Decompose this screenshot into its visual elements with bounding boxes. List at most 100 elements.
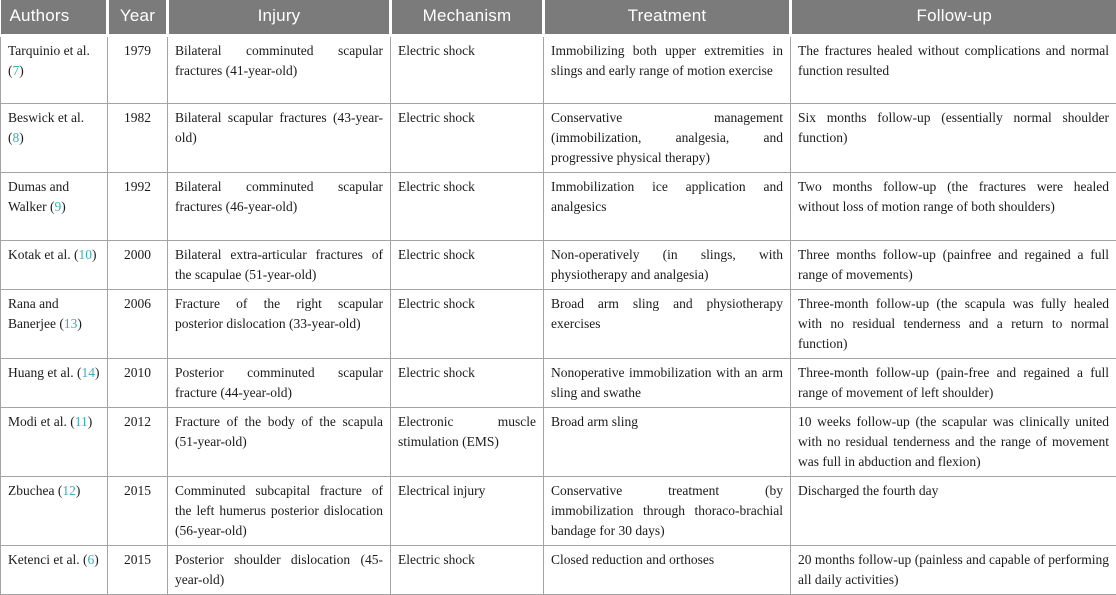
author-names: Beswick et al. (8, 110, 84, 125)
year-cell: 2010 (108, 359, 168, 408)
injury-cell: Comminuted subcapital fracture of the le… (168, 477, 391, 546)
author-names: Kotak et al. (8, 247, 71, 262)
table-row: Beswick et al. (8) 1982 Bilateral scapul… (1, 104, 1116, 173)
year-cell: 2015 (108, 477, 168, 546)
authors-cell: Beswick et al. (8) (1, 104, 108, 173)
injury-cell: Fracture of the right scapular posterior… (168, 290, 391, 359)
citation: (10) (74, 247, 97, 262)
injury-cell: Bilateral scapular fractures (43-year-ol… (168, 104, 391, 173)
followup-cell: Three-month follow-up (pain-free and reg… (791, 359, 1116, 408)
followup-cell: Two months follow-up (the fractures were… (791, 173, 1116, 241)
column-header-treatment: Treatment (544, 0, 791, 36)
table-row: Rana and Banerjee (13) 2006 Fracture of … (1, 290, 1116, 359)
mechanism-cell: Electrical injury (391, 477, 544, 546)
mechanism-cell: Electronic muscle stimulation (EMS) (391, 408, 544, 477)
citation: (13) (59, 316, 82, 331)
citation-close-paren: ) (92, 247, 97, 262)
column-header-authors: Authors (1, 0, 108, 36)
followup-cell: Six months follow-up (essentially normal… (791, 104, 1116, 173)
year-cell: 2000 (108, 241, 168, 290)
column-header-followup: Follow-up (791, 0, 1116, 36)
citation-close-paren: ) (19, 63, 24, 78)
table-row: Huang et al. (14) 2010 Posterior comminu… (1, 359, 1116, 408)
table-body: Tarquinio et al. (7) 1979 Bilateral comm… (1, 36, 1116, 595)
table-row: Dumas and Walker (9) 1992 Bilateral comm… (1, 173, 1116, 241)
citation-link[interactable]: 10 (78, 247, 92, 262)
authors-cell: Huang et al. (14) (1, 359, 108, 408)
authors-cell: Dumas and Walker (9) (1, 173, 108, 241)
followup-cell: 10 weeks follow-up (the scapular was cli… (791, 408, 1116, 477)
year-cell: 2012 (108, 408, 168, 477)
authors-cell: Tarquinio et al. (7) (1, 36, 108, 104)
authors-cell: Ketenci et al. (6) (1, 546, 108, 595)
year-cell: 2015 (108, 546, 168, 595)
citation: (6) (83, 552, 99, 567)
followup-cell: The fractures healed without complicatio… (791, 36, 1116, 104)
injury-cell: Bilateral extra-articular fractures of t… (168, 241, 391, 290)
treatment-cell: Conservative management (immobilization,… (544, 104, 791, 173)
citation-close-paren: ) (95, 365, 100, 380)
citation: (9) (50, 199, 66, 214)
year-cell: 1992 (108, 173, 168, 241)
injury-cell: Fracture of the body of the scapula (51-… (168, 408, 391, 477)
citation-link[interactable]: 11 (75, 414, 88, 429)
citation-close-paren: ) (94, 552, 99, 567)
citation-close-paren: ) (88, 414, 93, 429)
mechanism-cell: Electric shock (391, 104, 544, 173)
injury-cell: Posterior comminuted scapular fracture (… (168, 359, 391, 408)
followup-cell: 20 months follow-up (painless and capabl… (791, 546, 1116, 595)
mechanism-cell: Electric shock (391, 290, 544, 359)
injury-cell: Posterior shoulder dislocation (45-year-… (168, 546, 391, 595)
citation: (14) (77, 365, 100, 380)
citation-link[interactable]: 12 (62, 483, 76, 498)
year-cell: 1982 (108, 104, 168, 173)
treatment-cell: Broad arm sling (544, 408, 791, 477)
injury-cell: Bilateral comminuted scapular fractures … (168, 36, 391, 104)
citation-close-paren: ) (61, 199, 66, 214)
column-header-injury: Injury (168, 0, 391, 36)
author-names: Zbuchea (8, 483, 54, 498)
table-header: Authors Year Injury Mechanism Treatment … (1, 0, 1116, 36)
column-header-mechanism: Mechanism (391, 0, 544, 36)
treatment-cell: Immobilizing both upper extremities in s… (544, 36, 791, 104)
table-row: Kotak et al. (10) 2000 Bilateral extra-a… (1, 241, 1116, 290)
treatment-cell: Immobilization ice application and analg… (544, 173, 791, 241)
mechanism-cell: Electric shock (391, 359, 544, 408)
year-cell: 1979 (108, 36, 168, 104)
mechanism-cell: Electric shock (391, 546, 544, 595)
citation-close-paren: ) (76, 483, 81, 498)
mechanism-cell: Electric shock (391, 36, 544, 104)
citation: (7) (8, 63, 24, 78)
injury-cell: Bilateral comminuted scapular fractures … (168, 173, 391, 241)
authors-cell: Rana and Banerjee (13) (1, 290, 108, 359)
treatment-cell: Nonoperative immobilization with an arm … (544, 359, 791, 408)
table-row: Tarquinio et al. (7) 1979 Bilateral comm… (1, 36, 1116, 104)
treatment-cell: Broad arm sling and physiotherapy exerci… (544, 290, 791, 359)
treatment-cell: Closed reduction and orthoses (544, 546, 791, 595)
citation-link[interactable]: 14 (81, 365, 95, 380)
author-names: Huang et al. (8, 365, 74, 380)
author-names: Modi et al. (8, 414, 67, 429)
mechanism-cell: Electric shock (391, 173, 544, 241)
citation: (12) (58, 483, 81, 498)
followup-cell: Three months follow-up (painfree and reg… (791, 241, 1116, 290)
authors-cell: Kotak et al. (10) (1, 241, 108, 290)
followup-cell: Discharged the fourth day (791, 477, 1116, 546)
table-row: Ketenci et al. (6) 2015 Posterior should… (1, 546, 1116, 595)
treatment-cell: Non-operatively (in slings, with physiot… (544, 241, 791, 290)
authors-cell: Zbuchea (12) (1, 477, 108, 546)
table-row: Zbuchea (12) 2015 Comminuted subcapital … (1, 477, 1116, 546)
author-names: Ketenci et al. (8, 552, 80, 567)
citation-close-paren: ) (19, 130, 24, 145)
author-names: Rana and Banerjee (8, 296, 59, 331)
authors-cell: Modi et al. (11) (1, 408, 108, 477)
author-names: Tarquinio et al. (8, 43, 90, 58)
citation-link[interactable]: 13 (64, 316, 78, 331)
citation-close-paren: ) (77, 316, 82, 331)
column-header-year: Year (108, 0, 168, 36)
table-row: Modi et al. (11) 2012 Fracture of the bo… (1, 408, 1116, 477)
treatment-cell: Conservative treatment (by immobilizatio… (544, 477, 791, 546)
table-header-row: Authors Year Injury Mechanism Treatment … (1, 0, 1116, 36)
followup-cell: Three-month follow-up (the scapula was f… (791, 290, 1116, 359)
